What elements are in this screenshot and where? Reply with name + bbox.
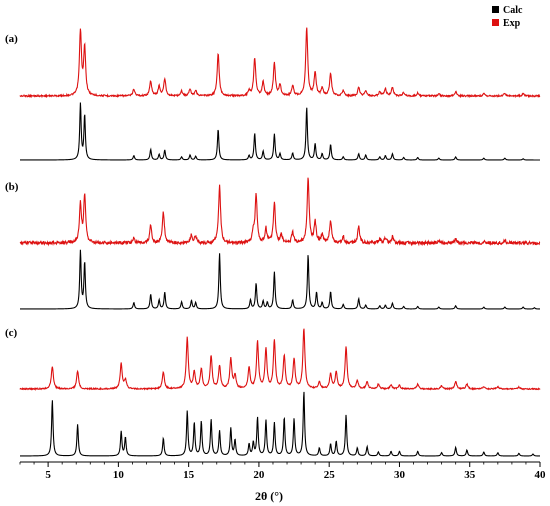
panel-label-a: (a) xyxy=(5,33,18,45)
exp-trace-a xyxy=(19,27,541,99)
x-axis: 5 10 15 20 25 30 35 40 xyxy=(19,461,547,481)
x-tick-label: 40 xyxy=(535,469,547,481)
x-tick-label: 5 xyxy=(45,469,51,481)
x-tick-label: 15 xyxy=(183,469,195,481)
calc-trace-c xyxy=(20,391,541,457)
exp-trace-c xyxy=(19,328,541,391)
x-tick-label: 30 xyxy=(394,469,406,481)
legend-swatch-calc xyxy=(492,6,499,13)
legend-label-exp: Exp xyxy=(503,18,521,29)
panel-label-b: (b) xyxy=(5,181,19,193)
x-tick-label: 20 xyxy=(253,469,265,481)
calc-trace-b xyxy=(20,249,540,310)
exp-trace-b xyxy=(19,177,541,247)
plot-area xyxy=(19,27,541,457)
x-tick-label: 10 xyxy=(113,469,125,481)
calc-trace-a xyxy=(20,102,540,161)
x-tick-label: 35 xyxy=(464,469,476,481)
legend: Calc Exp xyxy=(492,5,523,29)
legend-swatch-exp xyxy=(492,19,499,26)
x-tick-label: 25 xyxy=(324,469,336,481)
panel-label-c: (c) xyxy=(5,327,18,339)
legend-label-calc: Calc xyxy=(503,5,523,16)
x-axis-title: 2θ (°) xyxy=(255,489,283,503)
